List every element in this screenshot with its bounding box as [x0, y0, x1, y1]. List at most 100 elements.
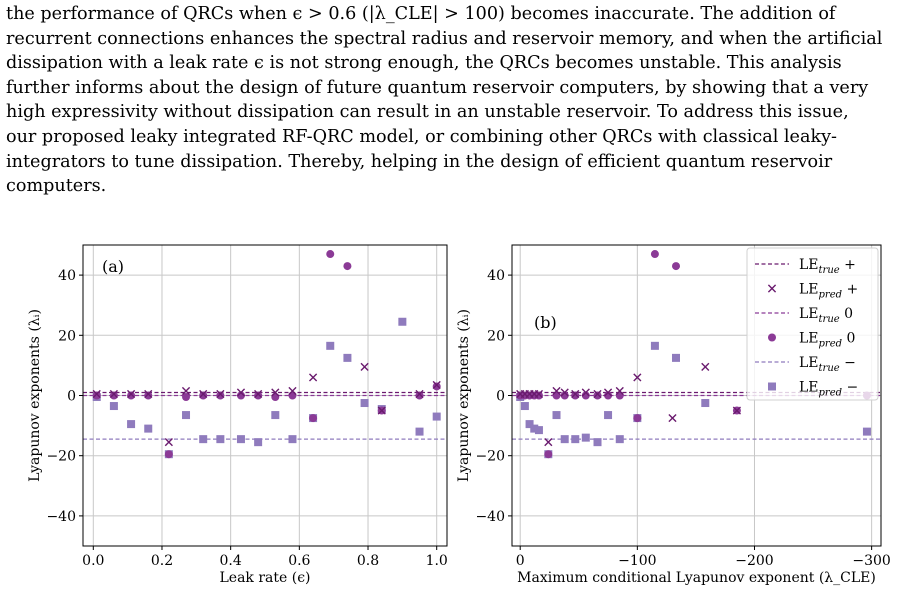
y-tick-label: 0	[496, 389, 505, 405]
paragraph-line: dissipation with a leak rate ϵ is not st…	[6, 53, 842, 74]
x-tick-label: 0.0	[82, 553, 104, 569]
y-axis-label: Lyapunov exponents (λᵢ)	[27, 309, 43, 482]
pred-minus-point	[862, 427, 871, 436]
pred-plus-point	[534, 389, 544, 399]
y-tick-label: −20	[46, 449, 76, 465]
legend-handle-pred_minus	[768, 382, 776, 391]
pred-plus-point	[92, 389, 101, 399]
pred-minus-point	[552, 411, 561, 420]
pred-minus-point	[415, 427, 424, 436]
pred-zero-point	[593, 391, 602, 400]
paragraph-line: the performance of QRCs when ϵ > 0.6 (|λ…	[6, 4, 836, 24]
pred-minus-point	[199, 435, 208, 444]
legend: LEtrue + LEpred + LEtrue 0 LEpred 0 LEtrue −…	[746, 247, 879, 401]
pred-plus-point	[432, 380, 441, 390]
pred-zero-point	[199, 391, 208, 400]
paragraph-line: high expressivity without dissipation ca…	[6, 102, 849, 123]
pred-minus-point	[182, 411, 191, 420]
pred-zero-point	[127, 391, 136, 400]
legend-label-pred_minus: LEpred −	[799, 380, 858, 399]
pred-minus-point	[560, 435, 569, 444]
legend-label-true_zero: LEtrue 0	[799, 306, 853, 325]
pred-plus-point	[552, 386, 561, 396]
body-paragraph: the performance of QRCs when ϵ > 0.6 (|λ…	[6, 2, 914, 199]
pred-plus-point	[377, 406, 386, 415]
pred-zero-point	[432, 382, 441, 391]
pred-plus-point	[126, 389, 136, 399]
pred-plus-point	[560, 388, 569, 397]
legend-label-true_plus: LEtrue +	[799, 257, 856, 276]
pred-minus-point	[604, 411, 613, 420]
pred-plus-point	[254, 389, 263, 399]
pred-plus-point	[164, 438, 173, 447]
pred-zero-point	[544, 450, 553, 459]
paragraph-line: computers.	[6, 176, 107, 197]
pred-plus-point	[615, 386, 624, 396]
pred-minus-point	[109, 402, 118, 411]
pred-zero-point	[236, 391, 245, 400]
x-tick-label: 0.4	[220, 553, 242, 569]
x-tick-label: −200	[735, 553, 773, 569]
pred-minus-point	[216, 435, 225, 444]
pred-minus-point	[650, 341, 659, 350]
pred-minus-point	[593, 438, 602, 447]
paragraph-line: our proposed leaky integrated RF-QRC mod…	[6, 126, 837, 147]
pred-zero-point	[633, 414, 642, 423]
pred-plus-point	[271, 388, 280, 397]
pred-minus-point	[432, 412, 441, 421]
pred-plus-point	[581, 388, 590, 397]
pred-plus-point	[144, 389, 153, 399]
pred-plus-point	[544, 438, 553, 447]
pred-plus-point	[236, 388, 246, 397]
y-tick-label: 40	[58, 268, 76, 284]
x-tick-label: 0.8	[357, 553, 379, 569]
legend-handle-pred_plus	[767, 284, 777, 293]
pred-minus-point	[271, 411, 280, 420]
pred-minus-point	[398, 317, 407, 326]
pred-minus-point	[288, 435, 297, 444]
pred-minus-point	[701, 399, 710, 408]
pred-zero-point	[650, 250, 659, 259]
pred-minus-point	[343, 353, 352, 362]
x-tick-label: −100	[618, 553, 656, 569]
y-tick-label: 20	[487, 328, 505, 344]
legend-box	[746, 247, 879, 401]
y-tick-label: 0	[67, 389, 76, 405]
pred-zero-point	[271, 393, 280, 402]
pred-zero-point	[615, 391, 624, 400]
pred-plus-point	[199, 389, 208, 399]
pred-plus-point	[571, 389, 580, 399]
x-axis-label: Maximum conditional Lyapunov exponent (λ…	[517, 570, 876, 586]
pred-zero-point	[571, 391, 580, 400]
pred-minus-point	[525, 420, 534, 429]
legend-label-true_minus: LEtrue −	[799, 355, 856, 374]
pred-plus-point	[181, 386, 191, 396]
pred-plus-point	[668, 413, 677, 423]
y-tick-label: −40	[475, 509, 505, 525]
pred-zero-point	[288, 391, 297, 400]
x-axis-label: Leak rate (ϵ)	[219, 570, 310, 586]
y-tick-label: 40	[487, 268, 505, 284]
x-tick-label: 0.6	[288, 553, 310, 569]
pred-minus-point	[254, 438, 263, 447]
y-tick-label: 20	[58, 328, 76, 344]
y-tick-label: −20	[475, 449, 505, 465]
y-tick-label: −40	[46, 509, 76, 525]
pred-zero-point	[144, 391, 153, 400]
x-tick-label: 0	[516, 553, 525, 569]
legend-label-pred_plus: LEpred +	[799, 282, 858, 301]
chart-panel-a: 0.0 0.2 0.4 0.6 0.8 1.0 −40 −20 0 20 40 Leak rate (…	[27, 244, 448, 586]
legend-label-pred_zero: LEpred 0	[799, 331, 855, 350]
pred-minus-point	[360, 399, 369, 408]
x-tick-label: −300	[852, 553, 890, 569]
pred-zero-point	[343, 262, 352, 271]
pred-zero-point	[552, 391, 561, 400]
pred-plus-point	[308, 373, 318, 382]
pred-zero-point	[672, 262, 680, 271]
pred-plus-point	[216, 389, 225, 399]
pred-zero-point	[216, 391, 225, 400]
pred-minus-point	[520, 402, 529, 411]
pred-minus-point	[530, 424, 539, 433]
